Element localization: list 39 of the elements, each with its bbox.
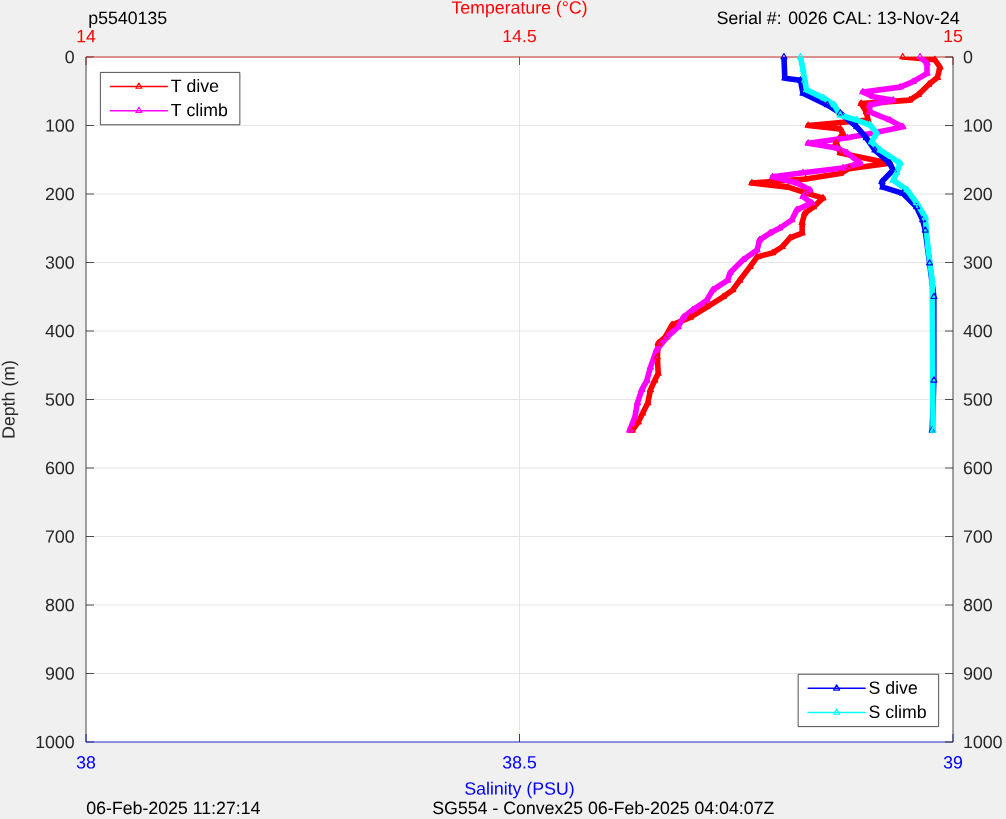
text: Serial #: 0026 CAL: 13-Nov-24 [717, 11, 960, 25]
y2-tick-label: 600 [963, 461, 992, 475]
x2-tick-label: 14.5 [503, 29, 537, 43]
y-tick-label: 100 [46, 119, 74, 132]
x-tick-label: 39 [943, 756, 963, 769]
y2-tick-label: 100 [964, 119, 992, 132]
legend-label: S climb [869, 705, 926, 719]
y2-tick-label: 300 [963, 256, 992, 269]
y2-tick-label: 0 [963, 50, 973, 64]
y2-tick-label: 700 [963, 530, 992, 543]
y-axis-title: Depth (m) [1, 361, 19, 438]
y2-tick-label: 500 [963, 393, 992, 406]
legend-label: T dive [171, 79, 219, 93]
legend-label: S dive [869, 680, 917, 694]
x2-tick-label: 15 [944, 29, 963, 43]
y2-tick-label: 400 [963, 324, 992, 338]
x-tick-label: 38 [76, 756, 96, 769]
x2-axis-title: Temperature (°C) [451, 0, 587, 18]
y-tick-label: 1000 [36, 735, 74, 749]
text: SG554 - Convex25 06-Feb-2025 04:04:07Z [433, 801, 774, 815]
y2-tick-label: 800 [963, 598, 992, 612]
y-tick-label: 700 [45, 530, 74, 543]
y-tick-label: 200 [45, 187, 74, 201]
y2-tick-label: 1000 [964, 735, 1002, 749]
y-tick-label: 600 [45, 461, 74, 475]
y2-tick-label: 900 [963, 667, 992, 680]
x-tick-label: 38.5 [502, 756, 537, 769]
y-tick-label: 300 [45, 256, 74, 269]
y-tick-label: 800 [45, 598, 74, 612]
legend-label: T climb [171, 103, 228, 117]
text: 06-Feb-2025 11:27:14 [86, 801, 260, 815]
y-tick-label: 900 [45, 667, 74, 680]
y-tick-label: 0 [65, 50, 74, 64]
y-tick-label: 400 [45, 324, 74, 338]
x2-tick-label: 14 [77, 30, 96, 43]
x-axis-title: Salinity (PSU) [465, 781, 574, 799]
y-tick-label: 500 [45, 393, 74, 406]
y2-tick-label: 200 [963, 187, 992, 201]
text: p5540135 [89, 11, 167, 28]
